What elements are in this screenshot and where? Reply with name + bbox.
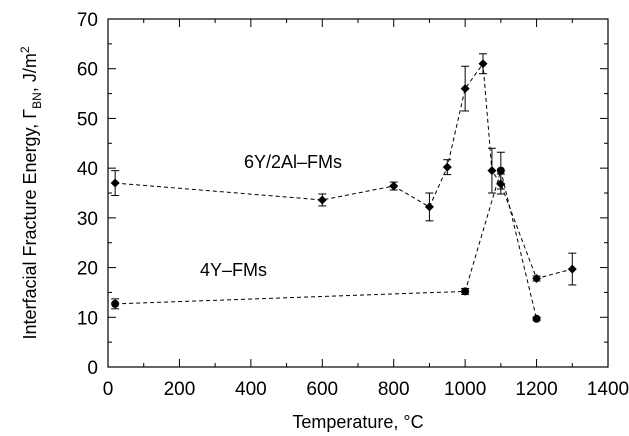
data-point-diamond: [567, 264, 577, 274]
data-point-diamond: [460, 84, 470, 94]
x-tick-label: 0: [103, 379, 114, 400]
x-tick-label: 800: [378, 379, 410, 400]
y-tick-label: 20: [77, 259, 98, 280]
data-point-diamond: [110, 178, 120, 188]
data-point-diamond: [317, 195, 327, 205]
y-axis-title-unit: , J/m: [20, 53, 40, 92]
series-line: [115, 62, 573, 280]
data-point-diamond: [532, 274, 542, 284]
y-axis-title: Interfacial Fracture Energy, ΓBN, J/m2: [18, 46, 44, 339]
data-point-diamond: [389, 181, 399, 191]
data-point-circle: [496, 166, 505, 175]
series-label-6y2al: 6Y/2Al–FMs: [244, 152, 342, 172]
x-tick-label: 1000: [444, 379, 486, 400]
data-point-diamond: [424, 202, 434, 212]
x-tick-label: 600: [306, 379, 338, 400]
data-point-circle: [461, 287, 470, 296]
y-tick-label: 30: [77, 209, 98, 230]
y-tick-label: 40: [77, 159, 98, 180]
series-layer: [110, 53, 577, 323]
axis-ticks: [107, 18, 609, 368]
series-line: [115, 168, 538, 319]
data-point-diamond: [478, 59, 488, 69]
y-tick-label: 70: [77, 10, 98, 31]
data-point-diamond: [487, 166, 497, 176]
y-tick-label: 60: [77, 60, 98, 81]
plot-area: [107, 18, 609, 368]
series-label-4y: 4Y–FMs: [200, 260, 267, 280]
series-0: [110, 53, 577, 286]
x-tick-label: 200: [164, 379, 196, 400]
y-axis-title-main: Interfacial Fracture Energy, Γ: [20, 109, 40, 340]
x-tick-label: 400: [235, 379, 267, 400]
data-point-diamond: [442, 162, 452, 172]
tick-labels: 0 200 400 600 800 1000 1200 1400 0 10 20 30 40 50 60 70: [77, 10, 629, 400]
y-tick-label: 10: [77, 308, 98, 329]
y-tick-label: 50: [77, 109, 98, 130]
data-point-circle: [532, 314, 541, 323]
series-1: [111, 151, 541, 323]
y-axis-title-unit-power: 2: [18, 46, 32, 53]
x-tick-label: 1400: [587, 379, 629, 400]
x-axis-title: Temperature, °C: [292, 412, 423, 432]
y-axis-title-subscript: BN: [30, 92, 44, 109]
data-point-circle: [111, 299, 120, 308]
y-tick-label: 0: [87, 358, 98, 379]
x-tick-label: 1200: [515, 379, 557, 400]
